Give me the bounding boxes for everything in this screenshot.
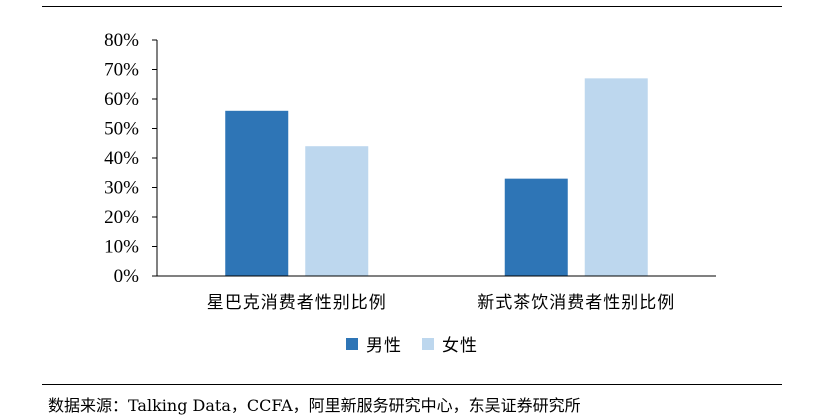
bar-male-1	[504, 178, 568, 276]
y-tick-label: 30%	[104, 178, 139, 199]
legend: 男性 女性	[0, 331, 824, 356]
legend-item-male: 男性	[346, 331, 402, 356]
top-rule	[42, 6, 782, 7]
y-tick-label: 20%	[104, 207, 139, 228]
y-tick-label: 70%	[104, 60, 139, 81]
bar-series	[225, 78, 648, 276]
y-axis-ticks: 0% 10% 20% 30% 40% 50% 60% 70% 80%	[104, 30, 157, 287]
legend-swatch-female	[422, 337, 434, 350]
source-note: 数据来源：Talking Data，CCFA，阿里新服务研究中心，东吴证券研究所	[48, 396, 581, 415]
bar-chart: 0% 10% 20% 30% 40% 50% 60% 70% 80% 星巴克消费者性别比例 新式茶…	[104, 30, 716, 313]
bottom-rule	[42, 384, 782, 385]
bar-female-0	[305, 146, 369, 276]
y-tick-label: 10%	[104, 237, 139, 258]
y-tick-label: 40%	[104, 148, 139, 169]
y-tick-label: 60%	[104, 89, 139, 110]
y-tick-label: 50%	[104, 119, 139, 140]
x-category-label: 星巴克消费者性别比例	[207, 293, 387, 313]
legend-label-male: 男性	[366, 336, 402, 356]
y-tick-label: 80%	[104, 30, 139, 51]
bar-male-0	[225, 110, 289, 276]
legend-swatch-male	[346, 337, 358, 350]
y-tick-label: 0%	[114, 266, 140, 287]
legend-item-female: 女性	[422, 331, 478, 356]
x-category-label: 新式茶饮消费者性别比例	[477, 293, 675, 313]
legend-label-female: 女性	[442, 336, 478, 356]
x-axis-labels: 星巴克消费者性别比例 新式茶饮消费者性别比例	[207, 293, 675, 313]
bar-female-1	[584, 78, 648, 276]
